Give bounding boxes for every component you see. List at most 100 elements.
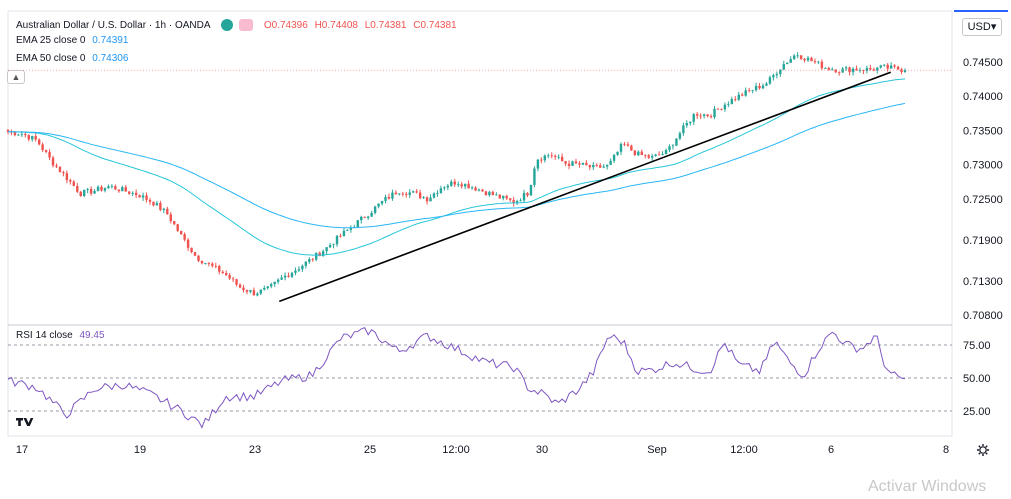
candle-body	[585, 162, 588, 166]
candle-body	[197, 255, 200, 261]
ohlc-close: C0.74381	[413, 19, 457, 31]
candle-body	[415, 191, 418, 193]
candle-body	[799, 55, 803, 59]
candle-body	[841, 68, 844, 73]
candle-body	[869, 68, 872, 70]
collapse-legend-button[interactable]: ▲	[7, 70, 25, 84]
candle-body	[141, 195, 145, 198]
rsi-pane	[7, 326, 952, 429]
candle-body	[276, 279, 280, 282]
price-tick-label: 0.70800	[963, 310, 1003, 322]
candle-body	[571, 161, 574, 166]
candle-body	[858, 70, 862, 71]
candle-body	[366, 216, 370, 218]
candle-body	[543, 155, 547, 161]
candle-body	[155, 202, 159, 206]
candle-body	[602, 166, 605, 168]
candle-body	[619, 143, 623, 152]
ema50-legend[interactable]: EMA 50 close 0 0.74306	[16, 53, 128, 64]
candle-body	[761, 85, 765, 89]
candle-body	[349, 227, 353, 230]
candle-body	[20, 134, 24, 135]
rsi-label: RSI 14 close	[16, 330, 73, 341]
candle-body	[131, 192, 134, 194]
candle-body	[283, 275, 287, 278]
price-tick-label: 0.73500	[963, 125, 1003, 137]
candle-body	[128, 191, 131, 194]
time-tick-label: 6	[828, 444, 834, 456]
ema25-legend[interactable]: EMA 25 close 0 0.74391	[16, 35, 128, 46]
candle-body	[412, 191, 415, 193]
currency-selector[interactable]: USD▾	[962, 18, 1002, 36]
candle-body	[657, 154, 661, 156]
candle-body	[96, 186, 100, 191]
candle-body	[325, 247, 328, 252]
candle-body	[169, 214, 172, 222]
candle-body	[290, 272, 294, 277]
candle-body	[623, 143, 626, 145]
candle-body	[287, 275, 290, 277]
candle-body	[418, 192, 422, 199]
candle-body	[626, 144, 630, 146]
chevron-down-icon: ▾	[990, 21, 997, 33]
candle-body	[107, 186, 110, 189]
candle-body	[612, 154, 616, 161]
candle-body	[321, 251, 325, 257]
candle-body	[335, 235, 339, 245]
candle-body	[837, 72, 841, 74]
candle-body	[775, 74, 779, 76]
candle-body	[245, 290, 249, 292]
candle-body	[609, 160, 612, 165]
candle-body	[498, 194, 501, 199]
rsi-tick-label: 50.00	[963, 373, 991, 385]
activation-watermark: Activar Windows	[868, 478, 987, 495]
candle-body	[758, 85, 761, 89]
candle-body	[93, 190, 96, 194]
candle-body	[360, 216, 363, 221]
candle-body	[224, 273, 228, 276]
candle-body	[682, 125, 685, 134]
candle-body	[425, 197, 429, 202]
candle-body	[256, 293, 259, 296]
ema50-line	[8, 102, 906, 229]
candle-body	[754, 85, 758, 91]
candle-body	[605, 164, 609, 167]
candle-body	[443, 187, 446, 189]
time-tick-label: Sep	[647, 444, 667, 456]
candle-body	[779, 69, 782, 75]
candle-body	[817, 61, 820, 63]
rsi-legend[interactable]: RSI 14 close 49.45	[16, 330, 105, 341]
gear-icon[interactable]	[977, 444, 989, 456]
candle-body	[439, 188, 443, 194]
candle-body	[186, 239, 190, 248]
candle-body	[519, 200, 522, 202]
candle-body	[429, 197, 432, 202]
candle-body	[294, 270, 297, 273]
candle-body	[865, 68, 869, 71]
compare-icon[interactable]	[239, 19, 254, 31]
candle-body	[796, 55, 799, 57]
candle-body	[765, 83, 768, 86]
candle-body	[114, 186, 117, 190]
candle-body	[560, 156, 564, 162]
price-tick-label: 0.73000	[963, 160, 1003, 172]
candle-body	[782, 64, 785, 70]
candle-body	[727, 103, 730, 105]
candle-body	[675, 138, 678, 146]
candle-body	[356, 220, 360, 228]
candle-body	[495, 194, 498, 196]
candle-body	[259, 289, 263, 294]
candle-body	[79, 191, 82, 196]
symbol-legend[interactable]: Australian Dollar / U.S. Dollar · 1h · O…	[16, 19, 457, 31]
candle-body	[709, 116, 713, 118]
candle-body	[89, 189, 93, 194]
candle-body	[751, 90, 754, 92]
candle-body	[100, 186, 103, 191]
time-tick-label: 23	[249, 444, 261, 456]
candle-body	[848, 67, 851, 73]
candle-body	[806, 57, 810, 61]
candle-body	[550, 155, 553, 157]
tradingview-logo-icon[interactable]	[16, 418, 34, 426]
